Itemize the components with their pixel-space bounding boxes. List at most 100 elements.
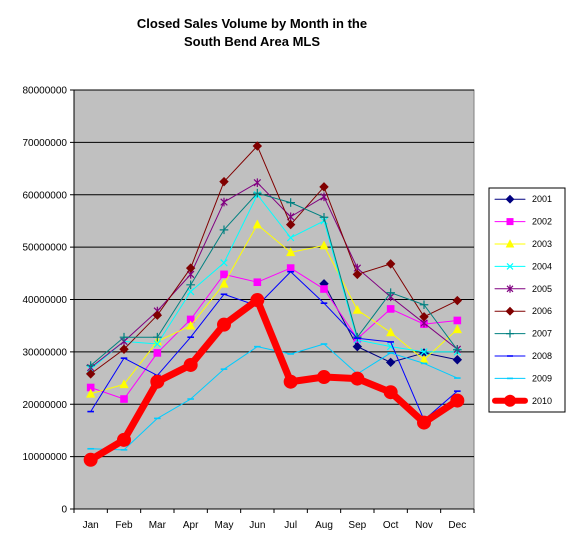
data-point-marker [286,264,295,272]
series-line [90,182,458,369]
y-tick-label: 10000000 [23,452,68,463]
data-point-marker [353,332,362,342]
data-point-marker [505,239,515,248]
data-point-marker [85,369,96,379]
data-point-marker [119,379,129,389]
data-point-marker [117,432,131,447]
data-point-marker [453,316,462,325]
legend-label: 2002 [532,217,552,227]
data-point-marker [252,219,262,229]
series-2007 [86,188,462,370]
data-point-marker [385,357,396,368]
legend-label: 2004 [532,261,552,271]
series-line [90,145,458,375]
data-point-marker [419,300,429,310]
data-point-marker [185,263,196,273]
y-tick-label: 50000000 [23,243,68,254]
data-point-marker [153,332,162,342]
data-point-marker [83,452,98,467]
data-point-marker [253,178,262,188]
legend-label: 2008 [532,351,552,361]
data-point-marker [220,259,228,267]
data-point-marker [253,278,262,287]
legend-label: 2001 [532,194,552,204]
series-line [90,192,458,366]
series-line [90,267,458,400]
series-2010 [83,293,465,467]
data-point-marker [217,317,231,332]
data-point-marker [504,394,516,407]
chart-title-line-1: Closed Sales Volume by Month in the [137,16,367,31]
data-point-marker [350,371,365,386]
data-point-marker [250,293,265,308]
x-tick-label: Sep [348,520,366,531]
data-point-marker [285,219,296,230]
x-tick-label: Feb [115,520,133,531]
legend-item-2010: 2010 [492,394,552,407]
data-point-marker [319,240,329,250]
legend-item-2005: 2005 [494,284,552,294]
data-point-marker [283,374,298,389]
data-point-marker [452,355,463,365]
series-line [90,343,458,451]
data-point-marker [150,374,165,389]
data-point-marker [219,278,229,288]
legend-label: 2005 [532,284,552,294]
data-point-marker [450,393,465,408]
series-2006 [85,141,463,379]
data-point-marker [319,212,329,222]
legend-label: 2010 [532,396,552,406]
y-tick-label: 80000000 [23,86,68,97]
series-line [90,224,458,395]
legend-item-2001: 2001 [494,194,552,204]
data-point-marker [386,327,396,337]
data-point-marker [219,225,229,235]
series-2003 [86,219,462,398]
y-tick-label: 40000000 [23,295,68,306]
data-point-marker [252,141,263,151]
legend-label: 2006 [532,306,552,316]
data-point-marker [505,194,515,204]
x-tick-label: Jan [83,520,99,531]
x-axis-ticks: Jan Feb Mar Apr May Jun Jul Aug Sep Oct Nov Dec [73,509,475,531]
data-point-marker [352,341,363,352]
data-point-marker [152,310,163,320]
x-tick-label: Mar [149,520,167,531]
data-point-marker [120,395,128,403]
data-point-marker [317,370,331,385]
data-point-marker [452,324,462,334]
series-line [90,194,458,370]
data-point-marker [506,218,514,226]
series-2005 [86,178,462,372]
x-tick-label: Oct [383,520,399,531]
x-tick-label: Jun [249,520,265,531]
x-tick-label: Dec [448,520,466,531]
data-point-marker [383,385,398,400]
y-tick-label: 30000000 [23,347,68,358]
data-point-marker [506,262,514,270]
legend-item-2008: 2008 [494,351,552,361]
data-point-marker [286,247,296,257]
data-point-marker [506,329,514,338]
x-tick-label: Aug [315,520,333,531]
data-point-marker [453,345,462,355]
data-point-marker [385,259,396,269]
legend-item-2006: 2006 [494,306,552,316]
legend-label: 2009 [532,373,552,383]
data-point-marker [86,388,96,398]
data-point-marker [452,295,463,306]
data-point-marker [219,176,229,187]
data-point-marker [386,305,395,313]
series-2009 [87,343,461,451]
legend-item-2003: 2003 [494,239,552,249]
legend-label: 2007 [532,329,552,339]
data-point-marker [386,342,395,351]
x-tick-label: Nov [415,520,433,531]
data-point-marker [319,182,329,192]
x-tick-label: May [215,520,234,531]
legend: 2001 2002 2003 2004 2005 2006 2007 2008 2009 2010 [492,194,552,407]
data-point-marker [286,198,295,207]
data-point-marker [119,332,129,342]
data-point-marker [183,357,198,372]
data-point-marker [119,344,129,354]
